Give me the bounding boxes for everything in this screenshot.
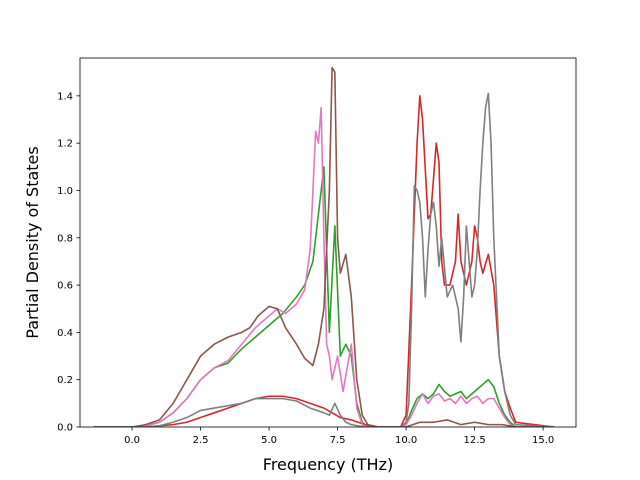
- x-tick-label: 0.0: [124, 435, 140, 446]
- y-tick-label: 0.0: [57, 423, 73, 434]
- x-tick-label: 12.5: [463, 435, 485, 446]
- x-axis-label: Frequency (THz): [263, 455, 393, 474]
- y-tick-label: 0.6: [57, 281, 73, 292]
- y-tick-label: 1.0: [57, 186, 73, 197]
- y-tick-label: 0.2: [57, 375, 73, 386]
- y-tick-label: 0.8: [57, 233, 73, 244]
- x-tick-label: 5.0: [261, 435, 277, 446]
- x-tick-label: 10.0: [395, 435, 417, 446]
- y-axis-ticks: 0.0 0.2 0.4 0.6 0.8 1.0 1.2 1.4: [57, 91, 80, 434]
- x-tick-label: 15.0: [532, 435, 554, 446]
- series-layer: [93, 66, 555, 427]
- series-line-2: [93, 95, 555, 427]
- series-line-1: [93, 166, 555, 427]
- y-axis-label: Partial Density of States: [23, 146, 42, 338]
- plot-frame: [79, 57, 577, 428]
- y-tick-label: 0.4: [57, 328, 73, 339]
- series-line-3: [93, 106, 555, 427]
- x-tick-label: 7.5: [330, 435, 346, 446]
- y-tick-label: 1.2: [57, 139, 73, 150]
- y-tick-label: 1.4: [57, 91, 73, 102]
- series-line-4: [93, 66, 555, 427]
- x-tick-label: 2.5: [193, 435, 209, 446]
- x-axis-ticks: 0.0 2.5 5.0 7.5 10.0 12.5 15.0: [124, 427, 554, 446]
- series-line-5: [93, 92, 555, 427]
